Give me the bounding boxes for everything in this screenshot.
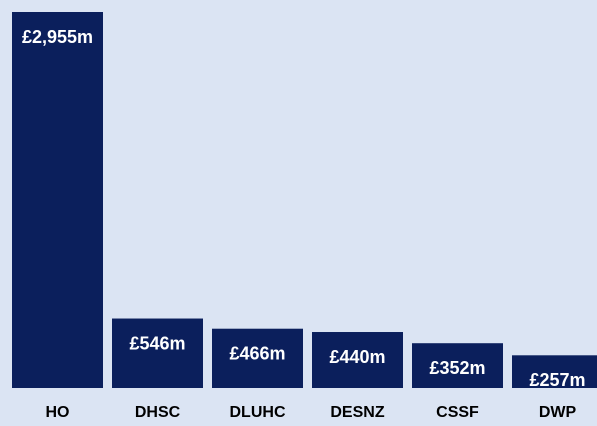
bar <box>512 355 597 388</box>
bar <box>12 12 103 388</box>
value-label: £257m <box>529 370 585 390</box>
x-tick-label: CSSF <box>436 404 479 421</box>
x-tick-label: DWP <box>539 404 577 421</box>
value-label: £2,955m <box>22 27 93 47</box>
value-label: £352m <box>429 358 485 378</box>
x-tick-label: HO <box>46 404 70 421</box>
bar <box>412 343 503 388</box>
x-tick-label: DHSC <box>135 404 181 421</box>
value-label: £440m <box>329 347 385 367</box>
x-tick-label: DESNZ <box>330 404 384 421</box>
value-label: £546m <box>129 333 185 353</box>
x-tick-label: DLUHC <box>230 404 286 421</box>
bar <box>312 332 403 388</box>
value-label: £466m <box>229 343 285 363</box>
bar <box>212 328 303 388</box>
bar <box>112 318 203 388</box>
